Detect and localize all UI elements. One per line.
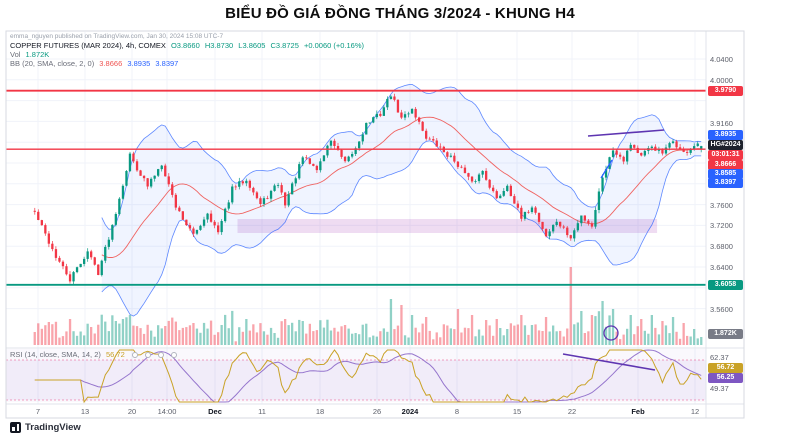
time-axis-label: Feb	[631, 407, 645, 416]
bollinger-upper-value: 3.8935	[127, 59, 151, 68]
time-axis-label: 13	[80, 407, 90, 416]
time-axis-label: 2024	[401, 407, 419, 416]
price-badge: 3.8585	[708, 169, 743, 179]
ohlc-close: C3.8725	[270, 41, 299, 50]
price-axis-label: 3.9160	[710, 119, 733, 129]
price-badge: 3.8397	[708, 178, 743, 188]
rsi-value: 56.72	[105, 350, 125, 359]
price-badge: 03:01:31	[708, 150, 743, 160]
symbol-name: COPPER FUTURES (MAR 2024), 4h, COMEX	[10, 41, 166, 50]
bollinger-lower-value: 3.8397	[155, 59, 179, 68]
price-axis-label: 3.7200	[710, 221, 733, 231]
bollinger-label: BB (20, SMA, close, 2, 0)	[10, 59, 95, 68]
price-badge: 3.8666	[708, 160, 743, 170]
time-axis-label: 22	[567, 407, 577, 416]
time-axis-label: 7	[35, 407, 41, 416]
arrow-annotation[interactable]	[600, 159, 613, 179]
price-badge: 3.6058	[708, 280, 743, 290]
ohlc-high: H3.8730	[204, 41, 234, 50]
tradingview-logo[interactable]: TradingView	[10, 422, 81, 433]
time-axis-label: 8	[454, 407, 460, 416]
rsi-label: RSI (14, close, SMA, 14, 2)	[10, 350, 101, 359]
tradingview-wordmark: TradingView	[25, 422, 81, 433]
ohlc-low: L3.8605	[238, 41, 266, 50]
time-axis-label: 18	[315, 407, 325, 416]
ohlc-open: O3.8660	[170, 41, 200, 50]
time-axis-label: Dec	[208, 407, 222, 416]
time-axis-label: 15	[512, 407, 522, 416]
bollinger-basis-value: 3.8666	[99, 59, 123, 68]
settings-icon[interactable]	[144, 352, 151, 359]
bollinger-legend[interactable]: BB (20, SMA, close, 2, 0) 3.8666 3.8935 …	[10, 59, 181, 68]
symbol-legend[interactable]: COPPER FUTURES (MAR 2024), 4h, COMEX O3.…	[10, 41, 367, 50]
price-axis-label: 3.7600	[710, 200, 733, 210]
rsi-axis-label: 49.37	[710, 384, 729, 393]
volume-legend[interactable]: Vol 1.872K	[10, 50, 52, 59]
volume-label: Vol	[10, 50, 21, 59]
rsi-axis-label: 62.37	[710, 353, 729, 362]
rsi-axis-label: 56.25	[708, 373, 743, 383]
time-axis-label: 20	[127, 407, 137, 416]
price-badge: HG#2024	[708, 140, 743, 150]
time-axis-label: 14:00	[157, 407, 177, 416]
trendline-drawing[interactable]	[562, 353, 656, 371]
rsi-axis-label: 56.72	[708, 363, 743, 373]
publish-watermark: emma_nguyen published on TradingView.com…	[10, 33, 224, 40]
price-axis-label: 3.6800	[710, 242, 733, 252]
rsi-legend[interactable]: RSI (14, close, SMA, 14, 2) 56.72	[10, 350, 178, 359]
more-icon[interactable]	[158, 352, 165, 359]
price-axis-label: 3.6400	[710, 263, 733, 272]
time-axis-label: 26	[372, 407, 382, 416]
time-axis-label: 12	[690, 407, 700, 416]
price-axis-label: 4.0400	[710, 55, 733, 64]
eye-icon[interactable]	[131, 352, 138, 359]
price-axis-label: 4.0000	[710, 75, 733, 85]
time-axis-label: 11	[258, 407, 266, 416]
tradingview-icon	[10, 422, 21, 433]
price-badge: 1.872K	[708, 329, 743, 339]
page-title: BIỂU ĐỒ GIÁ ĐỒNG THÁNG 3/2024 - KHUNG H4	[225, 5, 575, 22]
volume-value: 1.872K	[25, 50, 50, 59]
price-badge: 3.8935	[708, 130, 743, 140]
price-axis-label: 3.5600	[710, 304, 733, 314]
close-icon[interactable]	[171, 352, 178, 359]
price-change: +0.0060 (+0.16%)	[303, 41, 365, 50]
trendline-drawing[interactable]	[587, 129, 665, 137]
circle-annotation[interactable]	[603, 325, 619, 341]
price-badge: 3.9790	[708, 86, 743, 96]
